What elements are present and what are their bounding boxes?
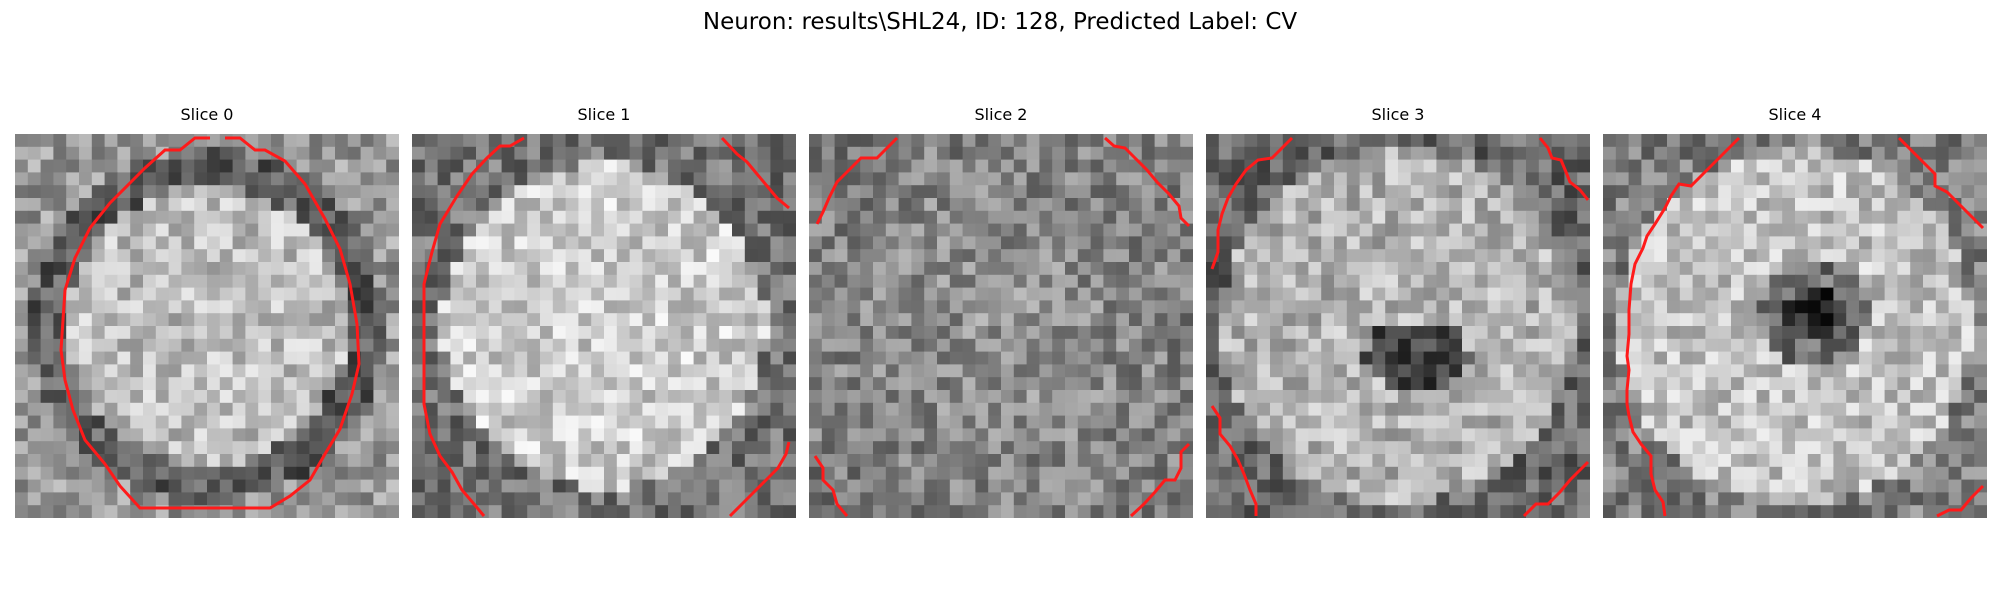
roi-contour-2-top-left bbox=[815, 136, 899, 225]
slice-image-1 bbox=[412, 134, 796, 518]
roi-contour-0 bbox=[59, 136, 361, 510]
roi-contour-2-bottom-left bbox=[813, 455, 849, 517]
roi-contour-3-bottom-left bbox=[1210, 405, 1258, 516]
roi-contour-1-left bbox=[422, 136, 525, 517]
slice-pixels-2 bbox=[809, 134, 1193, 518]
roi-contour-4-bottom-right bbox=[1936, 484, 1985, 518]
roi-contour-2-top-right bbox=[1104, 136, 1191, 228]
slice-title-1: Slice 1 bbox=[577, 105, 631, 124]
roi-contour-3-bottom-right bbox=[1522, 460, 1590, 518]
roi-contour-4-left bbox=[1625, 136, 1741, 517]
roi-contour-1-bottom-right bbox=[728, 441, 791, 518]
slice-pixels-3 bbox=[1206, 134, 1590, 518]
roi-contour-1-top-right bbox=[720, 136, 790, 210]
slice-image-0 bbox=[15, 134, 399, 518]
slice-title-4: Slice 4 bbox=[1768, 105, 1822, 124]
slice-title-2: Slice 2 bbox=[974, 105, 1028, 124]
roi-contour-3-top-right bbox=[1538, 137, 1590, 201]
slice-pixels-0 bbox=[15, 134, 399, 518]
slice-image-2 bbox=[809, 134, 1193, 518]
roi-contour-3-top-left bbox=[1210, 136, 1294, 270]
slice-image-4 bbox=[1603, 134, 1987, 518]
slice-title-0: Slice 0 bbox=[180, 105, 234, 124]
slice-title-3: Slice 3 bbox=[1371, 105, 1425, 124]
figure-title: Neuron: results\SHL24, ID: 128, Predicte… bbox=[702, 9, 1298, 35]
slice-pixels-4 bbox=[1603, 134, 1987, 518]
slice-image-3 bbox=[1206, 134, 1590, 518]
roi-contour-2-bottom-right bbox=[1129, 442, 1191, 518]
roi-contour-4-top-right bbox=[1897, 136, 1985, 230]
slice-pixels-1 bbox=[412, 134, 796, 518]
